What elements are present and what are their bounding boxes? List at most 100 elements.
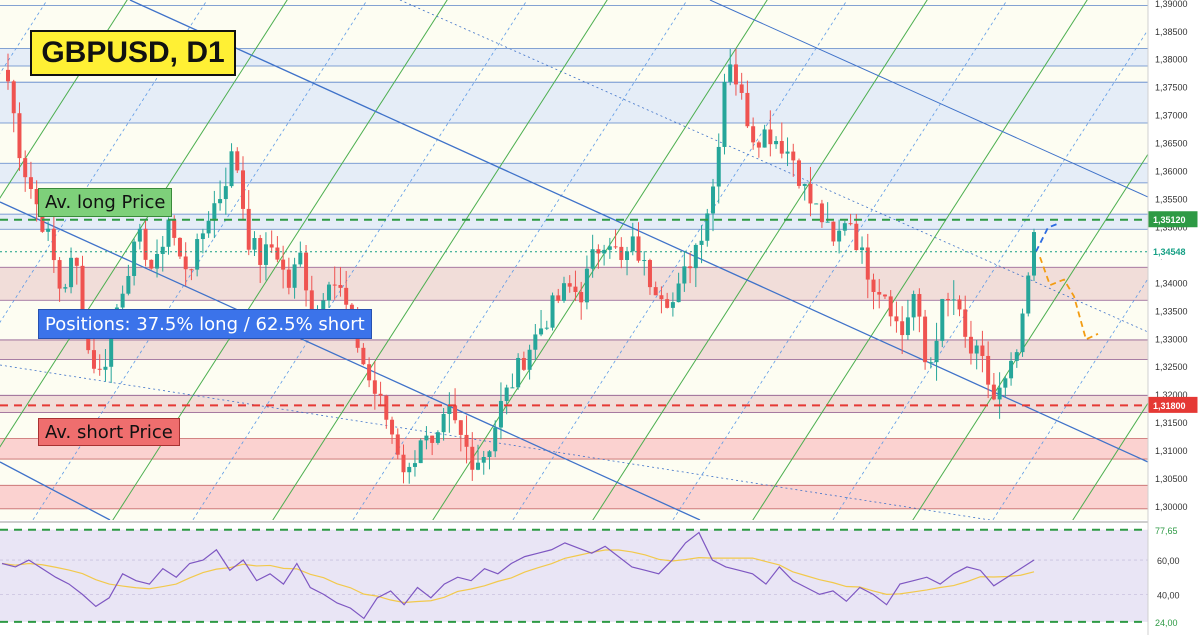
candle-body	[997, 387, 1002, 400]
zone-4	[0, 267, 1148, 301]
candle-body	[688, 266, 693, 269]
candle-body	[241, 170, 246, 209]
candle-body	[676, 283, 681, 303]
candle-body	[91, 350, 96, 369]
price-marker-badge-1	[1148, 243, 1198, 260]
candle-body	[642, 260, 647, 262]
zone-3	[0, 214, 1148, 230]
candle-body	[453, 405, 458, 421]
candle-body	[470, 446, 475, 470]
candle-body	[1026, 275, 1031, 314]
candle-body	[900, 321, 905, 336]
candle-body	[521, 357, 526, 370]
candle-body	[229, 151, 234, 187]
candle-body	[435, 432, 440, 443]
candle-body	[630, 236, 635, 252]
candle-body	[934, 340, 939, 363]
forecast-layer	[1035, 222, 1099, 341]
candle-body	[441, 413, 446, 433]
candle-body	[550, 295, 555, 328]
candle-body	[596, 249, 601, 254]
candle-body	[212, 203, 217, 221]
candle-body	[751, 126, 756, 143]
candle-body	[573, 286, 578, 293]
rsi-band	[0, 529, 1148, 622]
candle-body	[905, 317, 910, 336]
candle-body	[498, 400, 503, 428]
candle-body	[567, 283, 572, 287]
candle-body	[40, 204, 45, 232]
candle-body	[682, 266, 687, 284]
candle-body	[825, 221, 830, 223]
candle-body	[246, 208, 251, 250]
candle-body	[286, 269, 291, 288]
candle-body	[739, 84, 744, 93]
candle-body	[613, 246, 618, 248]
fan-line-dotted	[352, 0, 688, 520]
candle-body	[877, 291, 882, 295]
candle-body	[361, 347, 366, 365]
channel-mid-dotted	[399, 0, 1148, 333]
candle-body	[957, 299, 962, 310]
price-tick-label: 1,36500	[1155, 139, 1188, 149]
candle-body	[974, 345, 979, 354]
candle-body	[699, 240, 704, 245]
candle-body	[837, 230, 842, 242]
candle-body	[670, 302, 675, 308]
forecast-blue-path	[1035, 222, 1059, 253]
candle-body	[189, 269, 194, 271]
candle-body	[401, 454, 406, 473]
candle-body	[481, 457, 486, 463]
candle-body	[223, 186, 228, 200]
candle-body	[544, 327, 549, 329]
candle-body	[17, 113, 22, 159]
candle-body	[579, 292, 584, 303]
forecast-orange-path	[1039, 256, 1099, 341]
candle-body	[762, 129, 767, 148]
chart-title: GBPUSD, D1	[30, 30, 236, 76]
candle-body	[556, 295, 561, 301]
candle-body	[756, 142, 761, 148]
price-marker-label-1: 1,34548	[1153, 247, 1186, 257]
candle-body	[928, 362, 933, 364]
candle-body	[103, 366, 108, 370]
candle-body	[693, 244, 698, 269]
avg-long-price-label: Av. long Price	[38, 188, 173, 217]
zone-8	[0, 485, 1148, 509]
candle-body	[779, 141, 784, 154]
candle-body	[516, 357, 521, 388]
candle-body	[412, 463, 417, 467]
price-marker-label-0: 1,35120	[1153, 215, 1186, 225]
candle-body	[23, 158, 28, 178]
price-tick-label: 1,30000	[1155, 502, 1188, 512]
channel-lower-left-line	[0, 461, 111, 520]
candle-body	[476, 462, 481, 470]
candle-body	[716, 146, 721, 187]
channel-upper-line	[709, 0, 1148, 198]
candle-body	[80, 265, 85, 322]
fan-line-solid	[752, 0, 1088, 520]
fan-line-solid	[0, 0, 288, 448]
candle-body	[865, 247, 870, 280]
candle-body	[980, 345, 985, 356]
candle-body	[126, 275, 131, 294]
rsi-layer	[0, 521, 1200, 623]
candle-body	[143, 228, 148, 260]
price-tick-label: 1,36000	[1155, 167, 1188, 177]
candle-body	[338, 285, 343, 288]
candle-body	[728, 64, 733, 82]
fan-line-solid	[112, 0, 448, 520]
candle-body	[384, 395, 389, 420]
candle-body	[917, 294, 922, 317]
candle-body	[539, 328, 544, 335]
candle-body	[51, 228, 56, 261]
candle-body	[636, 236, 641, 261]
candle-body	[309, 290, 314, 320]
price-tick-label: 1,32000	[1155, 390, 1188, 400]
candle-body	[378, 393, 383, 396]
fan-line-dotted	[672, 0, 1008, 520]
candle-body	[263, 244, 268, 265]
candle-body	[166, 219, 171, 247]
channel-lines-layer	[0, 0, 1148, 520]
